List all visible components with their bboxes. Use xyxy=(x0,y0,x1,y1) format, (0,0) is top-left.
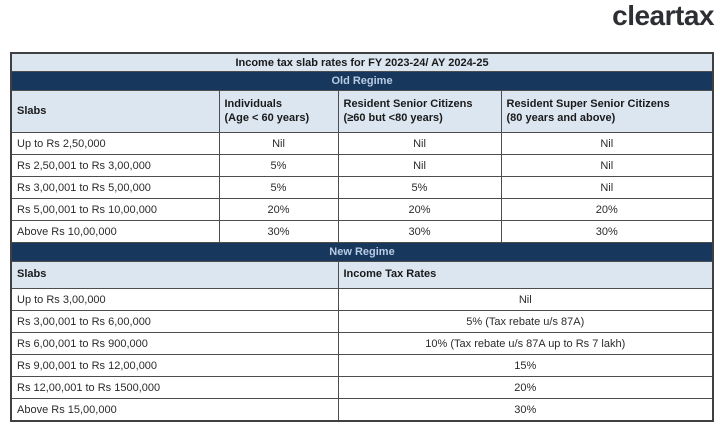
rate-cell: 5% (Tax rebate u/s 87A) xyxy=(337,310,714,333)
column-header-sublabel: (≥60 but <80 years) xyxy=(343,111,443,124)
column-header-senior-citizens: Resident Senior Citizens (≥60 but <80 ye… xyxy=(337,90,502,133)
table-row: Above Rs 15,00,000 30% xyxy=(10,398,714,422)
table-row: Rs 3,00,001 to Rs 5,00,000 5% 5% Nil xyxy=(10,176,714,199)
table-title-row: Income tax slab rates for FY 2023-24/ AY… xyxy=(10,52,714,72)
slab-cell: Up to Rs 2,50,000 xyxy=(10,132,220,155)
table-row: Rs 3,00,001 to Rs 6,00,000 5% (Tax rebate… xyxy=(10,310,714,333)
table-row: Above Rs 10,00,000 30% 30% 30% xyxy=(10,220,714,243)
slab-cell: Rs 3,00,001 to Rs 6,00,000 xyxy=(10,310,339,333)
table-row: Up to Rs 2,50,000 Nil Nil Nil xyxy=(10,132,714,155)
table-title: Income tax slab rates for FY 2023-24/ AY… xyxy=(10,52,714,72)
table-row: Rs 5,00,001 to Rs 10,00,000 20% 20% 20% xyxy=(10,198,714,221)
rate-cell: Nil xyxy=(337,288,714,311)
table-row: Rs 6,00,001 to Rs 900,000 10% (Tax rebate… xyxy=(10,332,714,355)
rate-cell: 30% xyxy=(218,220,339,243)
rate-cell: 5% xyxy=(218,176,339,199)
old-regime-section-row: Old Regime xyxy=(10,71,714,91)
rate-cell: Nil xyxy=(337,154,502,177)
new-regime-section-header: New Regime xyxy=(10,242,714,262)
table-row: Rs 12,00,001 to Rs 1500,000 20% xyxy=(10,376,714,399)
table-row: Rs 9,00,001 to Rs 12,00,000 15% xyxy=(10,354,714,377)
slab-cell: Rs 6,00,001 to Rs 900,000 xyxy=(10,332,339,355)
rate-cell: 5% xyxy=(218,154,339,177)
column-header-label: Resident Super Senior Citizens xyxy=(506,97,670,110)
old-regime-body: Up to Rs 2,50,000 Nil Nil Nil Rs 2,50,001 to… xyxy=(10,132,714,243)
rate-cell: 20% xyxy=(218,198,339,221)
column-header-slabs: Slabs xyxy=(10,261,339,289)
column-header-sublabel: (80 years and above) xyxy=(506,111,616,124)
new-regime-header-row: Slabs Income Tax Rates xyxy=(10,261,714,289)
rate-cell: 5% xyxy=(337,176,502,199)
table-row: Rs 2,50,001 to Rs 3,00,000 5% Nil Nil xyxy=(10,154,714,177)
rate-cell: 30% xyxy=(337,220,502,243)
slab-cell: Above Rs 15,00,000 xyxy=(10,398,339,422)
rate-cell: 20% xyxy=(337,376,714,399)
slab-cell: Rs 2,50,001 to Rs 3,00,000 xyxy=(10,154,220,177)
column-header-slabs: Slabs xyxy=(10,90,220,133)
rate-cell: 30% xyxy=(500,220,714,243)
slab-cell: Up to Rs 3,00,000 xyxy=(10,288,339,311)
column-header-sublabel: (Age < 60 years) xyxy=(224,111,310,124)
rate-cell: Nil xyxy=(337,132,502,155)
column-header-label: Resident Senior Citizens xyxy=(343,97,473,110)
slab-cell: Rs 3,00,001 to Rs 5,00,000 xyxy=(10,176,220,199)
slab-cell: Rs 12,00,001 to Rs 1500,000 xyxy=(10,376,339,399)
rate-cell: 20% xyxy=(500,198,714,221)
rate-cell: 15% xyxy=(337,354,714,377)
column-header-income-tax-rates: Income Tax Rates xyxy=(337,261,714,289)
column-header-individuals: Individuals (Age < 60 years) xyxy=(218,90,339,133)
old-regime-section-header: Old Regime xyxy=(10,71,714,91)
rate-cell: Nil xyxy=(500,132,714,155)
old-regime-header-row: Slabs Individuals (Age < 60 years) Resid… xyxy=(10,90,714,133)
rate-cell: 30% xyxy=(337,398,714,422)
slab-cell: Rs 9,00,001 to Rs 12,00,000 xyxy=(10,354,339,377)
rate-cell: Nil xyxy=(218,132,339,155)
column-header-super-senior-citizens: Resident Super Senior Citizens (80 years… xyxy=(500,90,714,133)
rate-cell: 10% (Tax rebate u/s 87A up to Rs 7 lakh) xyxy=(337,332,714,355)
table-row: Up to Rs 3,00,000 Nil xyxy=(10,288,714,311)
rate-cell: Nil xyxy=(500,154,714,177)
new-regime-section-row: New Regime xyxy=(10,242,714,262)
rate-cell: 20% xyxy=(337,198,502,221)
column-header-label: Individuals xyxy=(224,97,282,110)
income-tax-slab-table: Income tax slab rates for FY 2023-24/ AY… xyxy=(10,52,715,422)
slab-cell: Above Rs 10,00,000 xyxy=(10,220,220,243)
column-header-label: Slabs xyxy=(17,104,47,117)
rate-cell: Nil xyxy=(500,176,714,199)
new-regime-body: Up to Rs 3,00,000 Nil Rs 3,00,001 to Rs 6,… xyxy=(10,288,714,422)
cleartax-logo: cleartax xyxy=(612,0,714,31)
slab-cell: Rs 5,00,001 to Rs 10,00,000 xyxy=(10,198,220,221)
